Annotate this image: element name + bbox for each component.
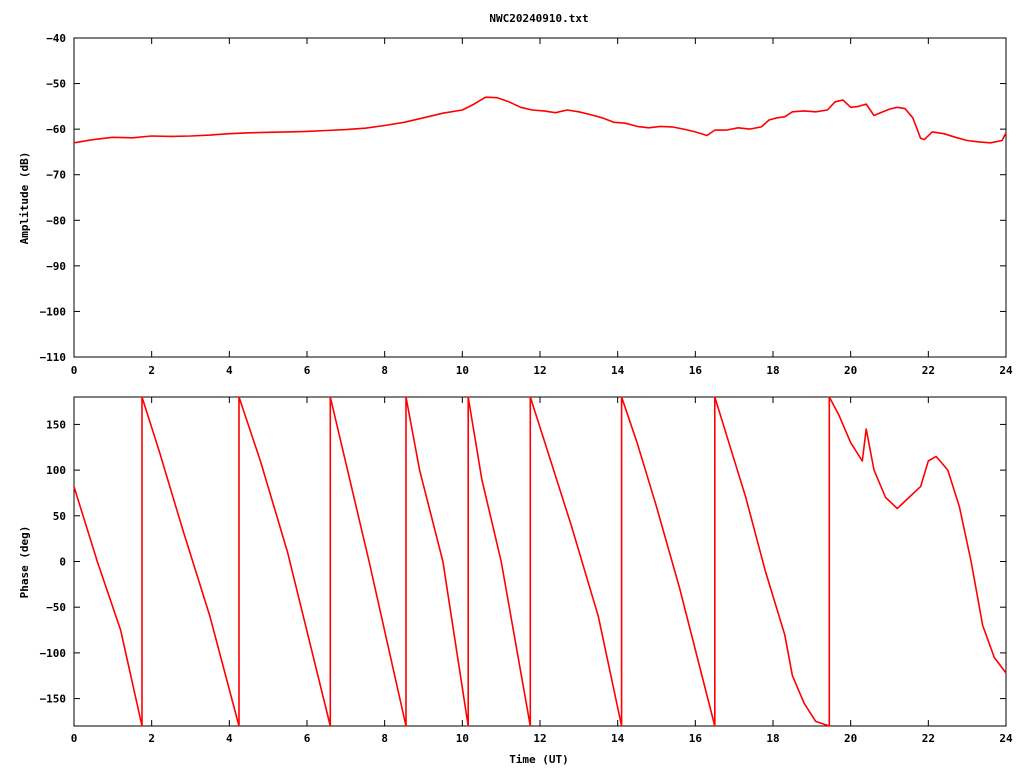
phase-plot-frame xyxy=(73,396,1007,727)
phase-x-tick-label: 0 xyxy=(71,732,78,745)
amplitude-plot-frame xyxy=(73,37,1007,358)
amplitude-y-tick-label: −50 xyxy=(46,78,66,91)
amplitude-x-tick-label: 12 xyxy=(533,364,546,377)
phase-x-tick-label: 22 xyxy=(922,732,935,745)
amplitude-x-tick-label: 14 xyxy=(611,364,625,377)
amplitude-y-tick-label: −60 xyxy=(46,123,66,136)
phase-x-axis-label: Time (UT) xyxy=(509,753,569,766)
amplitude-x-tick-label: 6 xyxy=(304,364,311,377)
phase-y-axis-label: Phase (deg) xyxy=(18,526,31,599)
phase-series-line xyxy=(73,396,1007,727)
amplitude-y-tick-label: −40 xyxy=(46,32,66,45)
amplitude-x-tick-label: 8 xyxy=(381,364,388,377)
phase-x-tick-label: 10 xyxy=(456,732,469,745)
phase-y-tick-label: 50 xyxy=(53,510,66,523)
phase-x-tick-label: 4 xyxy=(226,732,233,745)
amplitude-x-tick-label: 20 xyxy=(844,364,857,377)
amplitude-x-tick-label: 0 xyxy=(71,364,78,377)
amplitude-x-tick-label: 22 xyxy=(922,364,935,377)
phase-y-tick-label: −150 xyxy=(40,693,67,706)
amplitude-panel: Amplitude (dB) 0 2 4 6 8 10 12 14 16 18 20 22 24−40−… xyxy=(18,32,1013,377)
amplitude-y-tick-label: −80 xyxy=(46,214,66,227)
phase-x-tick-label: 14 xyxy=(611,732,625,745)
chart-title: NWC20240910.txt xyxy=(489,12,588,25)
phase-y-tick-label: 0 xyxy=(59,556,66,569)
phase-x-tick-label: 18 xyxy=(766,732,779,745)
phase-y-tick-label: 150 xyxy=(46,418,66,431)
amplitude-y-tick-label: −90 xyxy=(46,260,66,273)
phase-x-tick-label: 8 xyxy=(381,732,388,745)
amplitude-x-tick-label: 10 xyxy=(456,364,469,377)
amplitude-x-tick-label: 16 xyxy=(689,364,703,377)
phase-x-tick-label: 2 xyxy=(148,732,155,745)
phase-x-tick-label: 6 xyxy=(304,732,311,745)
amplitude-series-line xyxy=(73,96,1007,144)
amplitude-x-tick-label: 18 xyxy=(766,364,779,377)
amplitude-x-tick-label: 4 xyxy=(226,364,233,377)
phase-x-tick-label: 20 xyxy=(844,732,857,745)
phase-y-tick-label: −50 xyxy=(46,601,66,614)
amplitude-y-axis-label: Amplitude (dB) xyxy=(18,152,31,245)
amplitude-x-tick-label: 24 xyxy=(999,364,1013,377)
phase-x-tick-label: 24 xyxy=(999,732,1013,745)
phase-x-tick-label: 16 xyxy=(689,732,703,745)
amplitude-y-tick-label: −70 xyxy=(46,169,66,182)
phase-x-tick-label: 12 xyxy=(533,732,546,745)
amplitude-y-tick-label: −100 xyxy=(40,305,67,318)
phase-y-tick-label: −100 xyxy=(40,647,67,660)
amplitude-x-tick-label: 2 xyxy=(148,364,155,377)
phase-y-tick-label: 100 xyxy=(46,464,66,477)
amplitude-y-tick-label: −110 xyxy=(40,351,67,364)
phase-panel: Phase (deg) Time (UT) 0 2 4 6 8 10 12 14 16 18 20 2… xyxy=(18,396,1013,766)
